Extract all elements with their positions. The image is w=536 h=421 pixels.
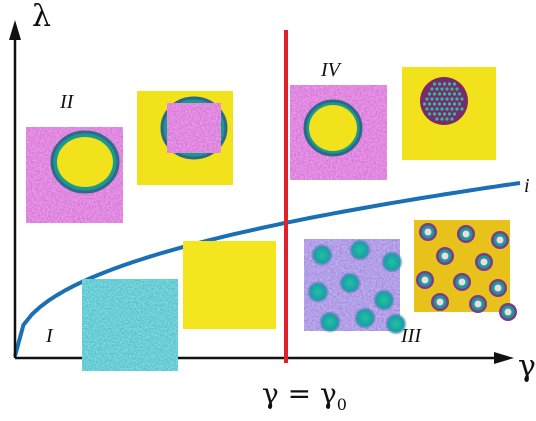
y-axis-symbol: λ — [32, 0, 51, 34]
lattice-dot — [447, 92, 452, 96]
lattice-dot — [445, 97, 449, 101]
lattice-dot — [427, 102, 432, 106]
teal-blob — [339, 272, 361, 294]
lattice-dot — [445, 107, 449, 111]
lattice-dot — [435, 97, 439, 101]
region-label-iv: IV — [320, 59, 343, 81]
ring-cell-core — [480, 258, 488, 266]
teal-blob — [385, 313, 407, 335]
ring-cell-core — [421, 276, 429, 284]
region-label-ii: II — [59, 91, 75, 113]
lattice-dot — [437, 82, 442, 86]
critical-equation-lhs: γ = γ — [262, 377, 337, 410]
panel-region-iv-dotted — [402, 67, 496, 160]
lattice-dot — [432, 82, 437, 86]
lattice-dot — [430, 107, 434, 111]
lattice-dot — [432, 92, 437, 96]
x-axis-symbol: γ — [518, 349, 536, 384]
lattice-dot — [437, 92, 442, 96]
ring-cell-core — [441, 252, 449, 260]
lattice-dot — [460, 107, 464, 111]
lattice-dot — [435, 117, 439, 121]
ring-cell-core — [458, 278, 466, 286]
lattice-dot — [430, 87, 434, 91]
lattice-dot — [427, 92, 432, 96]
teal-blob — [307, 281, 329, 303]
boundary-curve — [13, 181, 521, 357]
lattice-dot — [447, 82, 452, 86]
x-axis-arrow — [494, 352, 514, 364]
lattice-dot — [452, 112, 457, 116]
lattice-dot — [440, 87, 444, 91]
region-label-iii: III — [400, 325, 422, 347]
teal-blob — [311, 244, 333, 266]
lattice-dot — [442, 92, 447, 96]
lattice-dot — [452, 82, 457, 86]
lattice-dot — [450, 87, 454, 91]
lattice-dot — [435, 107, 439, 111]
teal-blob — [381, 251, 403, 273]
critical-equation-subscript: 0 — [337, 395, 347, 414]
teal-blob — [354, 307, 376, 329]
lattice-dot — [450, 117, 454, 121]
lattice-dot — [447, 102, 452, 106]
region-label-i: I — [45, 325, 54, 347]
panel-region-iv-droplet — [290, 85, 387, 180]
lattice-dot — [442, 112, 447, 116]
ring-cell-core — [496, 236, 504, 244]
teal-blob — [319, 311, 341, 333]
lattice-dot — [447, 112, 452, 116]
ring-cell-core — [436, 298, 444, 306]
dot-lattice — [422, 82, 464, 121]
lattice-dot — [445, 117, 449, 121]
ring-cell-core — [462, 230, 470, 238]
teal-blob — [349, 239, 371, 261]
boundary-curve-label: i — [524, 175, 530, 197]
lattice-dot — [437, 112, 442, 116]
lattice-dot — [442, 82, 447, 86]
ring-cell-core — [424, 228, 432, 236]
lattice-dot — [432, 112, 437, 116]
lattice-dot — [442, 102, 447, 106]
lattice-dot — [455, 87, 459, 91]
lattice-dot — [450, 97, 454, 101]
lattice-dot — [445, 87, 449, 91]
lattice-dot — [460, 97, 464, 101]
lattice-dot — [425, 107, 429, 111]
lattice-dot — [430, 97, 434, 101]
critical-equation: γ = γ0 — [262, 377, 347, 414]
ring-cell-core — [494, 284, 502, 292]
lattice-dot — [422, 102, 427, 106]
lattice-dot — [440, 107, 444, 111]
lattice-dot — [452, 92, 457, 96]
panel-region-ii-inverse — [137, 91, 233, 185]
panel-yellow-uniform — [183, 241, 276, 329]
lattice-dot — [457, 102, 462, 106]
panel-region-iii-rings — [414, 220, 517, 321]
lattice-dot — [450, 107, 454, 111]
lattice-dot — [425, 97, 429, 101]
teal-blob — [373, 289, 395, 311]
lattice-dot — [455, 107, 459, 111]
lattice-dot — [435, 87, 439, 91]
blob-grid — [307, 239, 407, 335]
lattice-dot — [457, 92, 462, 96]
panel-region-i-teal — [82, 279, 178, 371]
lattice-dot — [437, 102, 442, 106]
ring-cell-core — [504, 308, 512, 316]
lattice-dot — [440, 117, 444, 121]
panel-region-iii-blobs — [304, 239, 407, 335]
lattice-dot — [432, 102, 437, 106]
y-axis-arrow — [9, 20, 21, 40]
lattice-dot — [427, 112, 432, 116]
lattice-dot — [455, 97, 459, 101]
ring-cell-core — [474, 300, 482, 308]
lattice-dot — [452, 102, 457, 106]
lattice-dot — [440, 97, 444, 101]
ring-grid — [416, 223, 517, 321]
panel-region-ii-droplet — [26, 127, 123, 223]
